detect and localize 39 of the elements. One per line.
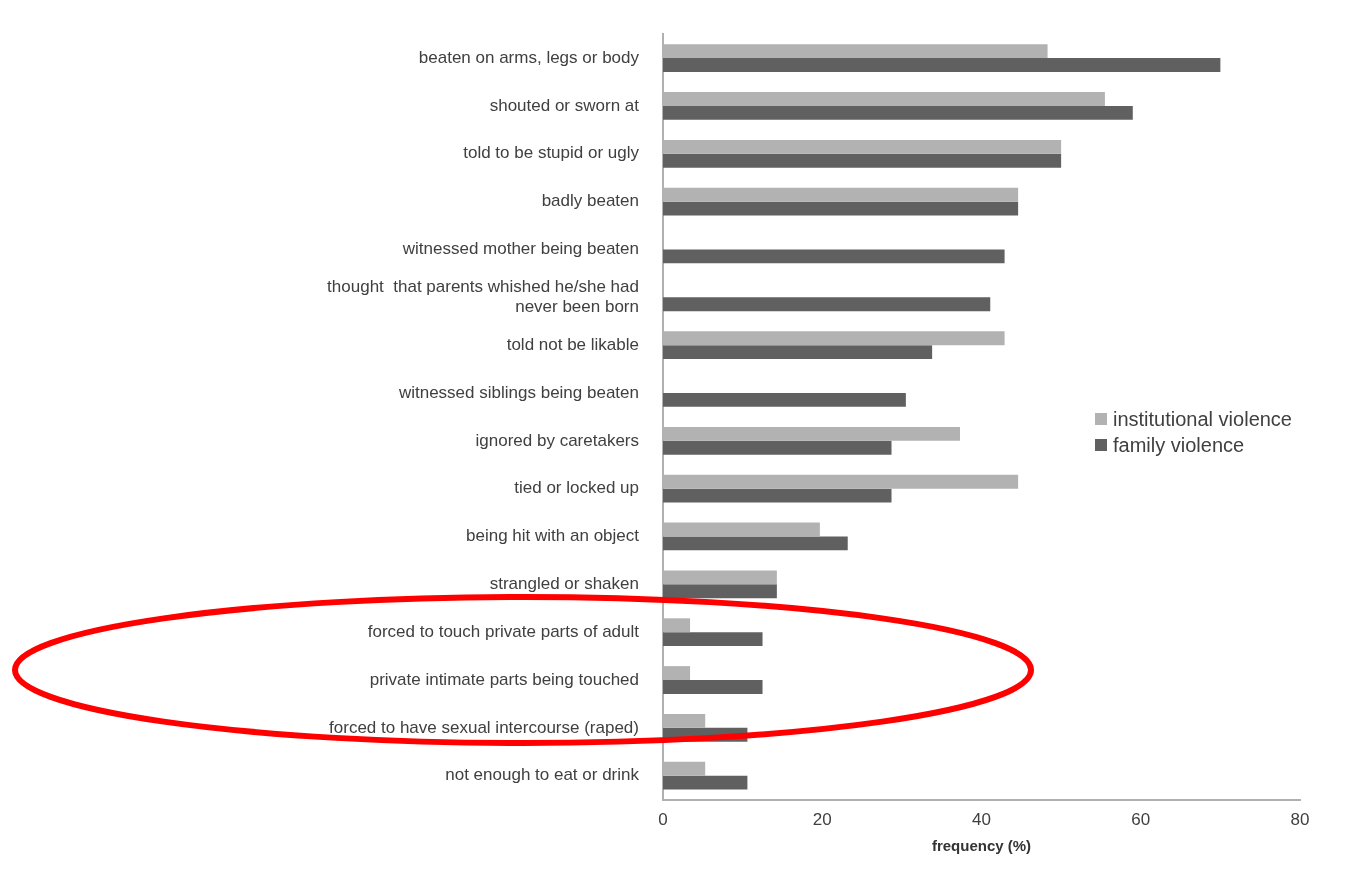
bar xyxy=(663,536,848,551)
x-tick-label: 60 xyxy=(1131,810,1151,830)
y-tick-label: badly beaten xyxy=(541,191,639,211)
y-tick-label: witnessed siblings being beaten xyxy=(397,382,639,402)
bar xyxy=(663,632,763,647)
x-tick-label: 80 xyxy=(1290,810,1310,830)
bar xyxy=(663,488,892,503)
y-tick-label: not enough to eat or drink xyxy=(445,765,640,785)
x-tick-label: 40 xyxy=(972,810,991,830)
bar xyxy=(663,680,763,694)
y-tick-label: being hit with an object xyxy=(466,526,640,546)
y-tick-label: strangled or shaken xyxy=(489,574,639,594)
y-tick-label: told to be stupid or ugly xyxy=(463,143,640,163)
y-tick-label: told not be likable xyxy=(506,334,639,354)
x-axis-title: frequency (%) xyxy=(931,837,1032,855)
bar xyxy=(663,105,1133,120)
x-tick-label: 0 xyxy=(658,810,668,830)
bar xyxy=(663,249,1005,264)
bar xyxy=(663,440,892,455)
bar xyxy=(663,58,1221,72)
bar xyxy=(663,297,991,312)
bar xyxy=(663,775,748,790)
x-tick-label: 20 xyxy=(812,810,832,830)
y-tick-label: forced to touch private parts of adult xyxy=(367,621,640,641)
y-tick-label: thought that parents whished he/she had never been born xyxy=(327,276,639,317)
bar xyxy=(663,201,1019,216)
y-tick-label: forced to have sexual intercourse (raped) xyxy=(329,717,639,737)
y-tick-label: shouted or sworn at xyxy=(489,95,640,115)
bar xyxy=(663,153,1062,168)
legend-label: institutional violence xyxy=(1113,407,1292,431)
bar xyxy=(663,392,906,407)
y-tick-label: tied or locked up xyxy=(514,478,639,498)
bar xyxy=(663,345,933,360)
legend-label: family violence xyxy=(1113,433,1245,457)
y-tick-label: ignored by caretakers xyxy=(475,430,639,450)
y-tick-label: private intimate parts being touched xyxy=(369,669,639,689)
bar xyxy=(663,584,777,599)
y-tick-label: beaten on arms, legs or body xyxy=(418,47,640,67)
y-tick-label: witnessed mother being beaten xyxy=(401,239,639,259)
